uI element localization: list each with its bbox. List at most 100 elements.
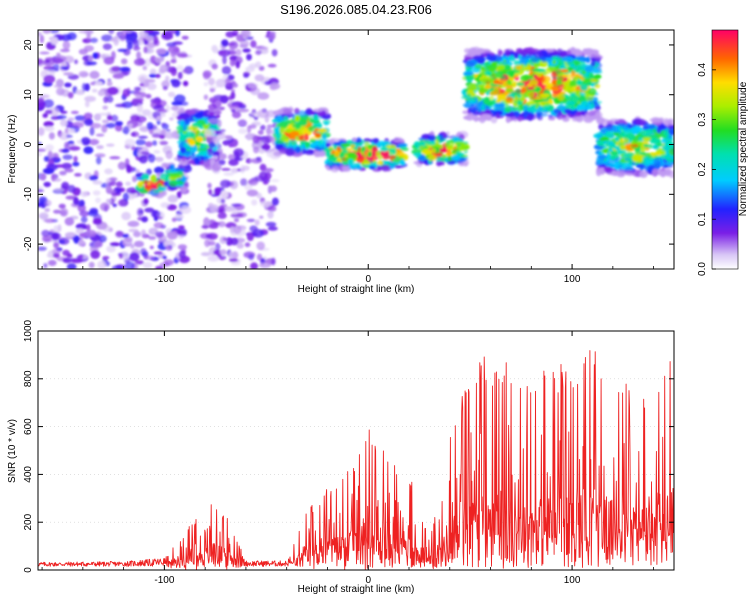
spectrogram-cell <box>213 155 219 160</box>
spectrogram-cell <box>525 91 535 98</box>
spectrogram-cell <box>90 250 101 259</box>
spectrogram-cell <box>147 153 156 163</box>
spectrogram-cell <box>148 236 157 240</box>
spectrogram-cell <box>240 178 248 186</box>
spectrogram-cell <box>624 166 634 171</box>
spectrogram-cell <box>141 216 149 223</box>
spectrogram-cell <box>514 95 519 103</box>
spectrogram-cell <box>217 148 223 152</box>
spectrogram-cell <box>282 108 292 115</box>
spectrogram-cell <box>195 136 204 143</box>
spectrogram-cell <box>101 34 113 42</box>
spectrogram-cell <box>154 55 165 64</box>
spectrogram-x-label: Height of straight line (km) <box>298 284 415 295</box>
spectrogram-cell <box>44 109 53 115</box>
spectrogram-cell <box>152 140 158 146</box>
spectrogram-cell <box>153 216 163 220</box>
spectrogram-cell <box>153 251 163 255</box>
spectrogram-cell <box>491 55 503 62</box>
spectrogram-cell <box>617 164 623 169</box>
spectrogram-cell <box>66 263 77 269</box>
spectrogram-cell <box>130 190 137 194</box>
spectrogram-cell <box>42 113 48 118</box>
spectrogram-cell <box>145 93 152 99</box>
spectrogram-cell <box>556 80 562 85</box>
spectrogram-cell <box>259 262 271 269</box>
spectrogram-cell <box>253 146 260 154</box>
spectrogram-cell <box>61 61 67 67</box>
spectrogram-cell <box>44 199 52 207</box>
spectrogram-cell <box>149 245 154 250</box>
spectrogram-cell <box>178 225 185 229</box>
spectrogram-cell <box>173 94 186 103</box>
spectrogram-cell <box>194 126 199 133</box>
spectrogram-cell <box>58 131 70 141</box>
spectrogram-cell <box>435 156 445 163</box>
spectrogram-cell <box>126 30 133 34</box>
spectrogram-cell <box>156 115 162 121</box>
spectrogram-cell <box>301 148 307 155</box>
spectrogram-cell <box>664 168 672 175</box>
spectrogram-cell <box>50 36 59 45</box>
spectrogram-cell <box>257 92 270 100</box>
spectrogram-cell <box>380 146 389 152</box>
spectrogram-cell <box>329 156 337 162</box>
spectrogram-cell <box>48 30 60 34</box>
spectrogram-cell <box>148 73 157 78</box>
spectrogram-cell <box>548 114 554 118</box>
spectrogram-cell <box>480 77 490 84</box>
spectrogram-cell <box>119 32 126 42</box>
spectrogram-cell <box>66 134 73 138</box>
spectrogram-cell <box>200 252 211 257</box>
spectrogram-cell <box>145 141 153 148</box>
spectrogram-cell <box>237 108 250 113</box>
spectrogram-cell <box>98 235 107 243</box>
spectrogram-cell <box>64 141 70 150</box>
spectrogram-cell <box>603 166 612 172</box>
snr-y-tick-label: 1000 <box>23 319 34 342</box>
spectrogram-cell <box>44 208 51 212</box>
spectrogram-cell <box>211 162 222 172</box>
spectrogram-cell <box>323 121 329 126</box>
spectrogram-cell <box>220 95 229 104</box>
spectrogram-cell <box>111 265 124 269</box>
spectrogram-cell <box>122 88 130 98</box>
spectrogram-cell <box>228 258 239 262</box>
spectrogram-cell <box>304 148 315 155</box>
spectrogram-cell <box>531 68 541 72</box>
spectrogram-cell <box>388 155 397 160</box>
spectrogram-cell <box>75 228 84 234</box>
spectrogram-cell <box>72 161 80 167</box>
spectrogram-cell <box>67 117 75 121</box>
spectrogram-cell <box>242 48 251 53</box>
spectrogram-cell <box>269 185 277 192</box>
spectrogram-cell <box>465 101 470 105</box>
spectrogram-cell <box>61 162 73 170</box>
spectrogram-cell <box>244 242 251 247</box>
spectrogram-cell <box>217 50 227 55</box>
spectrogram-cell <box>533 51 544 58</box>
spectrogram-y-tick-label: 20 <box>23 39 34 51</box>
spectrogram-cell <box>258 171 268 181</box>
spectrogram-cell <box>47 150 53 159</box>
spectrogram-cell <box>350 144 356 149</box>
spectrogram-cell <box>271 197 279 206</box>
spectrogram-cell <box>254 113 259 117</box>
spectrogram-cell <box>39 34 45 44</box>
colorbar: 0.0 0.1 0.2 0.3 0.4 Normalized spectral ampl… <box>697 29 749 276</box>
spectrogram-cell <box>557 104 565 111</box>
spectrogram-cell <box>153 35 159 45</box>
spectrogram-cell <box>590 59 596 67</box>
spectrogram-cell <box>242 165 250 171</box>
spectrogram-cell <box>362 160 371 165</box>
spectrogram-cell <box>567 67 574 71</box>
spectrogram-cell <box>140 151 150 155</box>
spectrogram-cell <box>467 83 477 92</box>
spectrogram-cell <box>663 118 669 126</box>
spectrogram-cell <box>96 156 102 165</box>
spectrogram-cell <box>83 146 94 154</box>
spectrogram-cell <box>643 129 654 135</box>
spectrogram-cell <box>465 75 475 81</box>
spectrogram-cell <box>495 113 501 119</box>
